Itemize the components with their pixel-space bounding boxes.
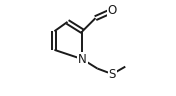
Text: S: S	[109, 68, 116, 81]
Text: O: O	[108, 4, 117, 17]
Text: N: N	[78, 53, 87, 66]
